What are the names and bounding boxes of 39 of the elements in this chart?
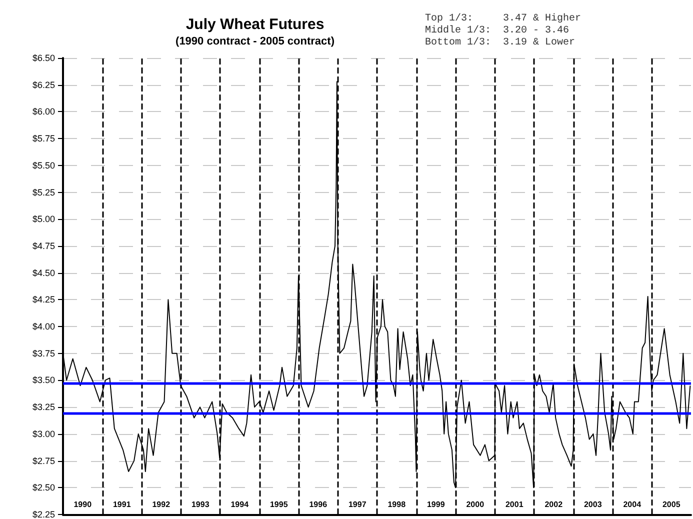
x-tick-label: 2002 [544,500,564,509]
x-tick-label: 1993 [191,500,210,509]
x-tick-label: 1991 [112,500,132,509]
y-tick-label: $5.00 [32,214,55,224]
y-tick-label: $4.75 [32,240,55,251]
chart-subtitle: (1990 contract - 2005 contract) [176,36,335,48]
x-tick-label: 1998 [388,500,406,509]
y-tick-label: $5.25 [32,187,55,198]
y-tick-label: $3.75 [32,348,55,358]
y-tick-label: $4.25 [32,294,55,305]
x-tick-label: 2003 [584,500,602,509]
y-tick-label: $5.75 [32,134,55,144]
x-tick-label: 1995 [270,500,288,509]
x-tick-label: 1996 [309,500,328,509]
y-tick-label: $2.50 [32,482,55,493]
text: Top 1/3: 3.47 & Higher [425,12,582,24]
text: Middle 1/3: 3.20 - 3.46 [425,24,570,36]
y-tick-label: $2.25 [32,510,55,519]
x-tick-label: 2004 [623,500,642,509]
y-tick-label: $6.25 [32,80,55,90]
y-tick-label: $6.00 [32,106,55,117]
x-tick-label: 1994 [230,500,250,509]
x-tick-label: 2000 [466,500,485,509]
y-tick-label: $3.25 [32,402,55,412]
y-tick-label: $3.50 [32,375,55,386]
x-tick-label: 1990 [74,500,92,509]
y-tick-label: $6.50 [32,53,55,63]
chart-title: July Wheat Futures [186,16,324,33]
y-tick-label: $5.50 [32,160,55,170]
x-tick-label: 2001 [505,500,524,509]
y-tick-label: $3.00 [32,428,55,439]
x-tick-label: 2005 [662,500,681,509]
y-tick-label: $4.00 [32,322,55,332]
x-tick-label: 1997 [348,500,367,509]
y-tick-label: $2.75 [32,456,55,466]
text: Bottom 1/3: 3.19 & Lower [425,36,576,48]
x-tick-label: 1999 [426,500,446,509]
x-tick-label: 1992 [152,500,171,509]
y-tick-label: $4.50 [32,268,55,278]
